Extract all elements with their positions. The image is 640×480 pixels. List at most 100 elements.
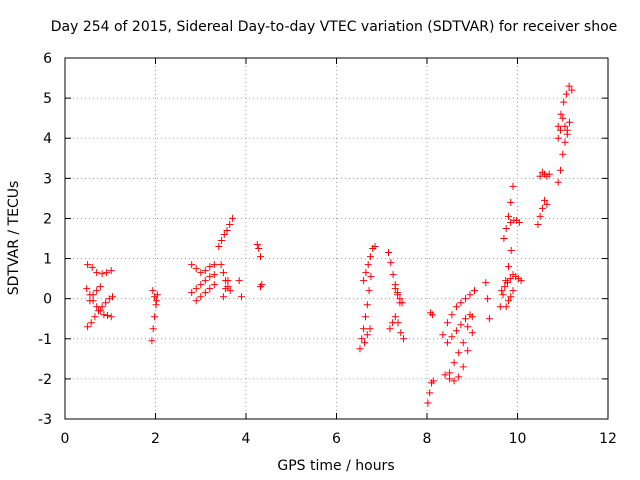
x-tick-label: 8 [423,431,432,447]
data-point [450,377,458,385]
data-point [507,198,515,206]
data-point [464,347,472,355]
data-point [151,293,159,301]
data-point [509,182,517,190]
data-point [428,311,436,319]
data-point [400,335,407,343]
data-point [496,303,504,311]
data-point [452,327,460,335]
data-point [515,219,523,226]
data-point [206,263,214,271]
data-points [83,82,576,407]
data-point [201,289,209,297]
data-point [446,375,454,383]
data-point [397,329,405,337]
data-point [459,339,467,347]
data-point [468,329,476,337]
data-point [396,295,404,303]
data-point [561,138,569,146]
data-point [441,371,449,379]
x-tick-label: 0 [61,431,70,447]
data-point [389,271,397,279]
data-point [559,114,567,122]
data-point [107,267,115,275]
data-point [457,299,465,307]
data-point [149,325,157,333]
data-point [98,270,106,278]
data-point [448,311,456,319]
data-point [104,312,111,319]
data-point [210,281,218,289]
data-point [538,204,546,212]
data-point [507,293,515,301]
data-point [257,253,264,261]
y-tick-label: 0 [43,292,52,308]
data-point [226,287,234,295]
data-point [224,277,232,285]
data-point [206,273,214,281]
data-point [222,285,230,293]
data-point [554,122,562,130]
data-point [371,243,379,250]
data-point [502,303,510,311]
data-point [557,110,565,118]
data-point [84,261,92,269]
data-point [361,339,369,347]
grid-layer [65,58,608,419]
data-point [562,90,570,98]
y-tick-label: 2 [43,211,52,227]
data-point [398,299,406,307]
x-tick-label: 10 [509,431,527,447]
data-point [443,319,451,327]
data-point [210,261,218,269]
data-point [468,313,476,321]
data-point [226,221,234,228]
data-point [206,285,214,293]
data-point [541,196,549,204]
data-point [197,281,205,289]
x-tick-label: 6 [332,431,341,447]
data-point [394,319,402,327]
data-point [502,277,510,285]
data-point [517,277,525,285]
data-point [387,259,395,267]
data-point [253,241,261,248]
data-point [238,293,245,301]
data-point [358,335,366,343]
data-point [215,243,223,250]
y-tick-label: -2 [38,372,52,388]
data-point [223,227,231,234]
data-point [448,333,456,341]
data-point [560,98,568,106]
data-point [235,277,243,285]
data-point [386,325,394,333]
data-point [502,225,510,232]
data-point [443,339,451,347]
x-axis-label: GPS time / hours [277,458,394,474]
data-point [557,126,564,134]
data-point [151,313,159,321]
y-tick-label: 1 [43,252,52,268]
data-point [507,247,515,254]
data-point [459,363,467,371]
data-point [446,369,454,377]
data-point [485,315,493,323]
data-point [360,325,368,333]
data-point [188,289,196,297]
data-point [484,295,492,303]
data-point [95,307,102,315]
data-point [498,287,506,295]
data-point [385,249,392,256]
data-point [87,319,95,327]
data-point [107,313,115,321]
data-point [391,313,399,321]
y-tick-label: -1 [38,332,52,348]
data-point [152,297,160,305]
data-point [192,285,200,293]
data-point [554,178,562,186]
data-point [84,323,92,331]
data-point [439,331,447,339]
data-point [364,261,372,269]
y-tick-label: 4 [43,131,52,147]
data-point [499,291,507,299]
